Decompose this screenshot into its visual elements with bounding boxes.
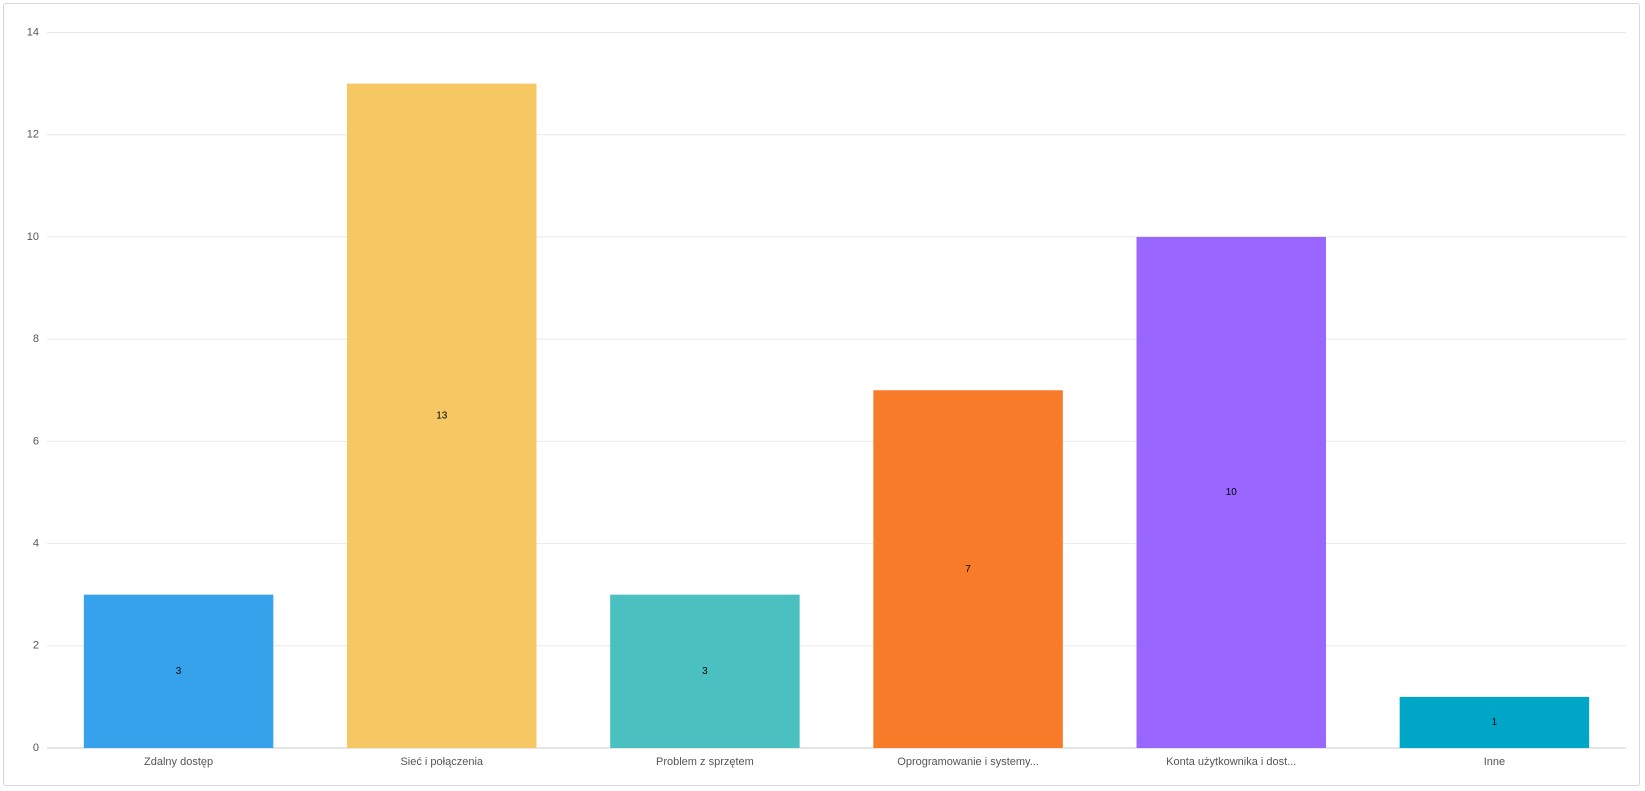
y-tick-label: 12 [27,129,39,141]
y-tick-label: 6 [33,435,39,447]
x-tick-label: Zdalny dostęp [144,756,213,768]
y-tick-label: 0 [33,742,39,754]
bar [610,594,800,748]
y-tick-label: 2 [33,640,39,652]
x-tick-label: Sieć i połączenia [400,756,483,768]
x-tick-label: Problem z sprzętem [656,756,754,768]
y-tick-label: 10 [27,231,39,243]
value-label: 13 [436,410,448,421]
x-tick-label: Oprogramowanie i systemy... [897,756,1039,768]
value-label: 1 [1492,717,1498,728]
bar [873,390,1063,748]
value-label: 3 [702,666,708,677]
value-label: 3 [176,666,182,677]
y-tick-label: 8 [33,333,39,345]
chart-card [3,3,1640,786]
bar [1399,696,1590,748]
bar [83,594,274,748]
value-label: 7 [965,564,971,575]
x-tick-label: Konta użytkownika i dost... [1166,756,1296,768]
bar [1136,236,1326,748]
value-label: 10 [1226,487,1238,498]
y-tick-label: 4 [33,537,39,549]
x-tick-label: Inne [1484,756,1505,768]
bar [347,83,537,749]
y-tick-label: 14 [27,26,39,38]
